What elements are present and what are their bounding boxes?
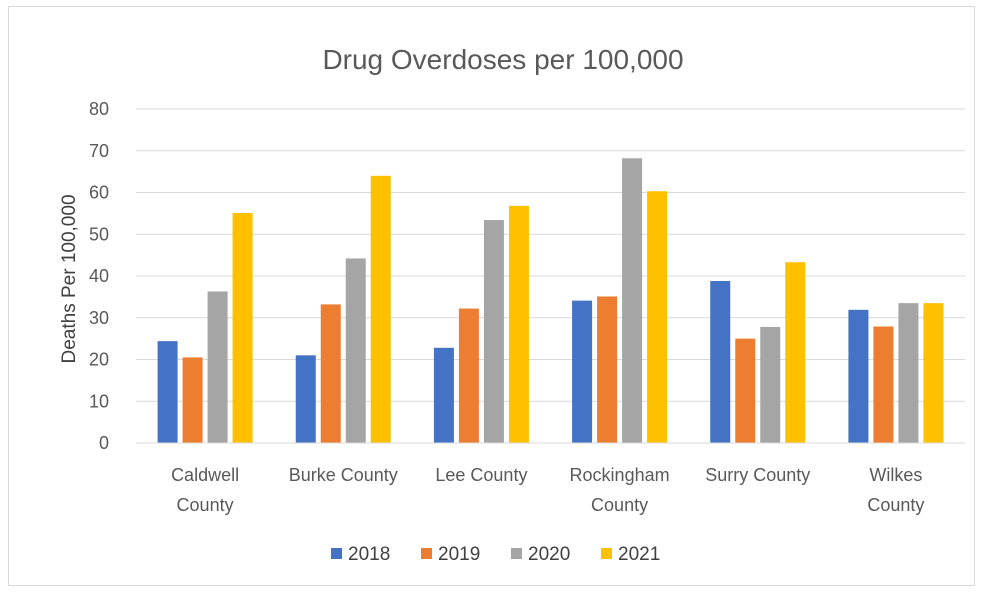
legend-swatch-2021 [601,548,612,559]
y-axis-tick-labels: 0 10 20 30 40 50 60 70 80 [89,99,109,453]
y-tick-label: 10 [89,391,109,411]
bar-2018-2 [433,347,454,443]
x-category-label: Wilkes [869,465,922,485]
y-tick-label: 60 [89,183,109,203]
bar-2021-1 [370,175,391,444]
bar-2018-1 [295,355,316,443]
bar-2021-2 [508,205,529,443]
legend-label-2018: 2018 [348,544,390,565]
x-category-label: County [867,495,924,515]
legend-label-2021: 2021 [618,544,660,565]
bar-2020-0 [207,291,228,443]
bar-2021-3 [647,191,668,443]
bar-2018-3 [572,300,593,443]
bar-2020-2 [483,220,504,443]
x-category-label: Rockingham [570,465,670,485]
bar-2020-5 [898,303,919,443]
legend-swatch-2019 [421,548,432,559]
y-axis-label: Deaths Per 100,000 [59,194,80,363]
y-tick-label: 50 [89,224,109,244]
bar-2021-0 [232,212,253,443]
y-tick-label: 70 [89,141,109,161]
x-category-label: County [591,495,648,515]
legend-swatch-2020 [511,548,522,559]
legend: 2018 2019 2020 2021 [331,544,660,565]
bar-2019-2 [458,308,479,443]
x-category-label: Lee County [435,465,527,485]
y-tick-label: 20 [89,350,109,370]
bar-2018-4 [710,281,731,443]
gridlines [136,108,965,402]
chart-frame: Drug Overdoses per 100,000 0 10 20 30 40 50 60… [8,6,975,586]
x-category-label: Burke County [289,465,398,485]
bar-2019-0 [182,357,203,443]
y-tick-label: 80 [89,99,109,119]
y-tick-label: 30 [89,308,109,328]
x-category-label: County [177,495,234,515]
bar-2018-0 [157,341,178,443]
x-category-label: Surry County [705,465,810,485]
bar-2020-3 [622,158,643,443]
bar-2021-5 [923,303,944,443]
legend-label-2019: 2019 [438,544,480,565]
legend-swatch-2018 [331,548,342,559]
bar-2019-3 [597,296,618,443]
chart-title: Drug Overdoses per 100,000 [322,44,683,75]
bar-2020-4 [760,326,781,443]
bar-2018-5 [848,309,869,443]
bar-2019-4 [735,338,756,443]
bar-2020-1 [345,258,366,443]
bar-2019-1 [320,304,341,443]
bars [157,158,944,444]
bar-2021-4 [785,262,806,443]
y-tick-label: 40 [89,266,109,286]
x-category-label: Caldwell [171,465,239,485]
legend-label-2020: 2020 [528,544,570,565]
x-axis-category-labels: Caldwell County Burke County Lee County Rock… [171,465,924,515]
bar-2019-5 [873,326,894,443]
y-tick-label: 0 [99,433,109,453]
bar-chart: Drug Overdoses per 100,000 0 10 20 30 40 50 60… [59,44,965,565]
